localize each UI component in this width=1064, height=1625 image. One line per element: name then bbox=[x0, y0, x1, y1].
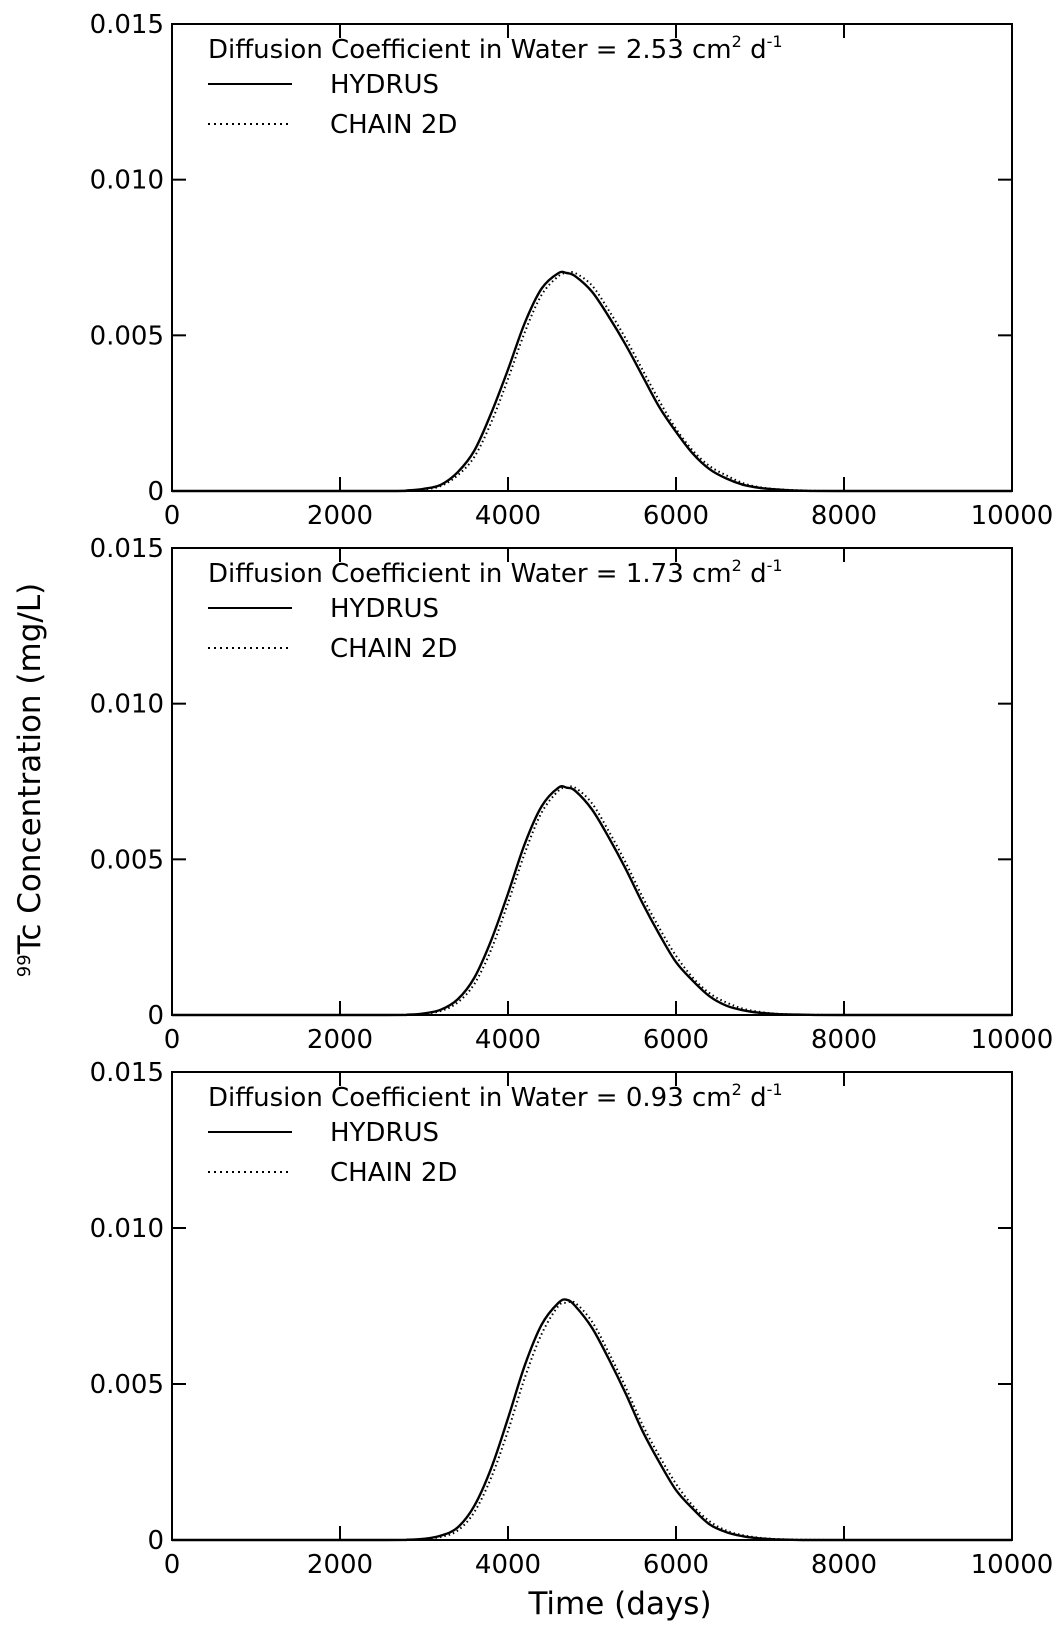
diffusion-annotation: Diffusion Coefficient in Water = 2.53 cm… bbox=[208, 32, 783, 65]
y-tick-label: 0.010 bbox=[90, 1214, 164, 1244]
x-tick-label: 6000 bbox=[643, 501, 709, 531]
x-tick-label: 2000 bbox=[307, 1550, 373, 1580]
plot-frame bbox=[171, 547, 1013, 1016]
x-tick-label: 0 bbox=[164, 501, 181, 531]
x-tick-label: 4000 bbox=[475, 1550, 541, 1580]
annotation-text: Diffusion Coefficient in Water = 2.53 cm bbox=[208, 35, 732, 65]
x-tick-label: 8000 bbox=[811, 1550, 877, 1580]
x-tick-label: 6000 bbox=[643, 1550, 709, 1580]
x-tick-label: 10000 bbox=[971, 1550, 1054, 1580]
legend-label-chain-2d: CHAIN 2D bbox=[330, 1158, 457, 1188]
x-tick-label: 0 bbox=[164, 1025, 181, 1055]
y-tick-label: 0.015 bbox=[90, 1058, 164, 1088]
annotation-text: Diffusion Coefficient in Water = 1.73 cm bbox=[208, 559, 732, 589]
annotation-unit-sup: -1 bbox=[767, 32, 783, 51]
annotation-sup: 2 bbox=[732, 1080, 742, 1099]
x-tick-label: 10000 bbox=[971, 1025, 1054, 1055]
panels: 0 2000 4000 6000 8000 1000000.0050.0100.015Di… bbox=[90, 10, 1054, 1580]
series-line-chain-2d bbox=[171, 271, 1012, 493]
series-line-hydrus bbox=[172, 1298, 1012, 1542]
legend-label-hydrus: HYDRUS bbox=[330, 1118, 439, 1148]
y-tick-label: 0 bbox=[147, 1001, 164, 1031]
x-tick-label: 8000 bbox=[811, 1025, 877, 1055]
series-line-hydrus bbox=[171, 270, 1012, 493]
x-tick-label: 10000 bbox=[971, 501, 1054, 531]
y-tick-label: 0 bbox=[147, 1526, 164, 1556]
annotation-text: Diffusion Coefficient in Water = 0.93 cm bbox=[208, 1083, 732, 1113]
diffusion-annotation: Diffusion Coefficient in Water = 0.93 cm… bbox=[208, 1080, 783, 1113]
series-line-hydrus bbox=[171, 785, 1012, 1017]
y-tick-label: 0.005 bbox=[90, 321, 164, 351]
y-tick-label: 0.010 bbox=[90, 166, 164, 196]
annotation-unit-sup: -1 bbox=[767, 556, 783, 575]
legend-label-chain-2d: CHAIN 2D bbox=[330, 634, 457, 664]
annotation-sup: 2 bbox=[732, 556, 742, 575]
x-tick-label: 4000 bbox=[475, 1025, 541, 1055]
annotation-unit: d bbox=[742, 1083, 767, 1113]
plot-frame bbox=[171, 23, 1013, 492]
annotation-unit-sup: -1 bbox=[767, 1080, 783, 1099]
x-tick-label: 4000 bbox=[475, 501, 541, 531]
y-tick-label: 0.005 bbox=[90, 845, 164, 875]
legend-label-hydrus: HYDRUS bbox=[330, 594, 439, 624]
series-line-chain-2d bbox=[172, 1300, 1012, 1542]
x-tick-label: 2000 bbox=[307, 1025, 373, 1055]
x-tick-label: 0 bbox=[164, 1550, 181, 1580]
chart-panel-3: 0 2000 4000 6000 8000 10000 0 0.005 0.010 0.015 Di… bbox=[90, 1058, 1054, 1580]
annotation-sup: 2 bbox=[732, 32, 742, 51]
x-tick-label: 8000 bbox=[811, 501, 877, 531]
y-axis-label: 99Tc Concentration (mg/L) bbox=[12, 583, 48, 977]
series-line-chain-2d bbox=[171, 785, 1012, 1017]
x-tick-label: 6000 bbox=[643, 1025, 709, 1055]
y-tick-label: 0.010 bbox=[90, 690, 164, 720]
x-tick-label: 2000 bbox=[307, 501, 373, 531]
y-tick-label: 0.005 bbox=[90, 1370, 164, 1400]
y-tick-label: 0.015 bbox=[90, 534, 164, 564]
chart-panel-1: 0 2000 4000 6000 8000 10000 0 0.005 0.010 0.015 Di… bbox=[90, 10, 1054, 531]
annotation-unit: d bbox=[742, 35, 767, 65]
y-tick-label: 0.015 bbox=[90, 10, 164, 40]
y-axis-label-main: Tc Concentration (mg/L) bbox=[12, 583, 48, 956]
y-axis-label-superscript: 99 bbox=[14, 954, 35, 977]
x-axis-label: Time (days) bbox=[527, 1586, 711, 1622]
y-tick-label: 0 bbox=[147, 477, 164, 507]
plot-frame bbox=[171, 1071, 1013, 1541]
chart-panel-2: 0 2000 4000 6000 8000 10000 0 0.005 0.010 0.015 Di… bbox=[90, 534, 1054, 1055]
legend-label-hydrus: HYDRUS bbox=[330, 70, 439, 100]
annotation-unit: d bbox=[742, 559, 767, 589]
legend-label-chain-2d: CHAIN 2D bbox=[330, 110, 457, 140]
diffusion-annotation: Diffusion Coefficient in Water = 1.73 cm… bbox=[208, 556, 783, 589]
